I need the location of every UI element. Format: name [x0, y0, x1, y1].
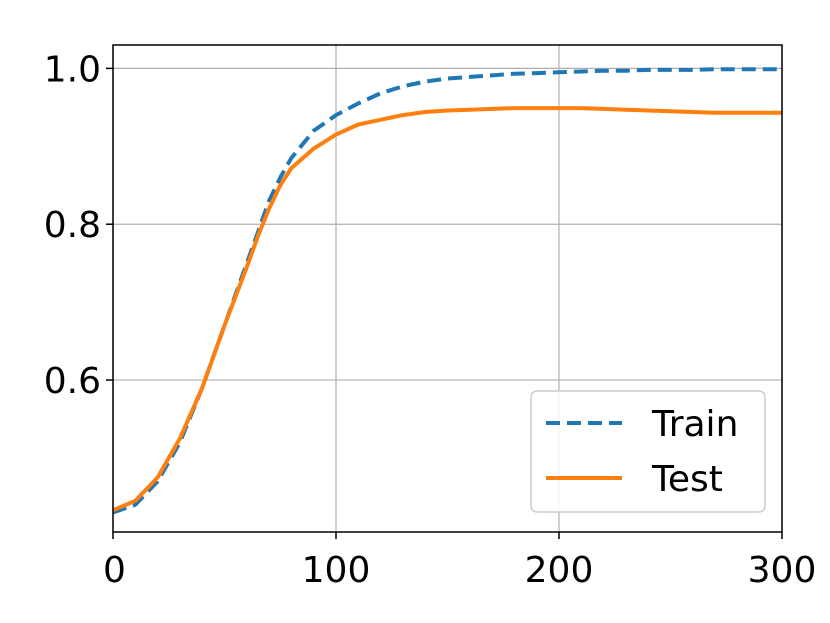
- y-tick-label: 0.8: [44, 205, 101, 246]
- y-tick-label: 0.6: [44, 361, 101, 402]
- series-lines: [112, 67, 782, 515]
- series-line-train: [112, 67, 782, 515]
- x-tick-label: 0: [103, 550, 126, 591]
- legend: Train Test: [530, 390, 766, 513]
- x-tick-label: 100: [302, 550, 371, 591]
- legend-label-test: Test: [651, 459, 723, 500]
- y-tick-label: 1.0: [44, 49, 101, 90]
- x-tick-label: 300: [748, 550, 817, 591]
- axis-ticks: 0 100 200 300 0.6 0.8 1.0: [44, 49, 817, 591]
- plot-frame: [112, 44, 783, 533]
- legend-label-train: Train: [651, 404, 738, 445]
- series-line-test: [112, 106, 782, 513]
- x-tick-label: 200: [525, 550, 594, 591]
